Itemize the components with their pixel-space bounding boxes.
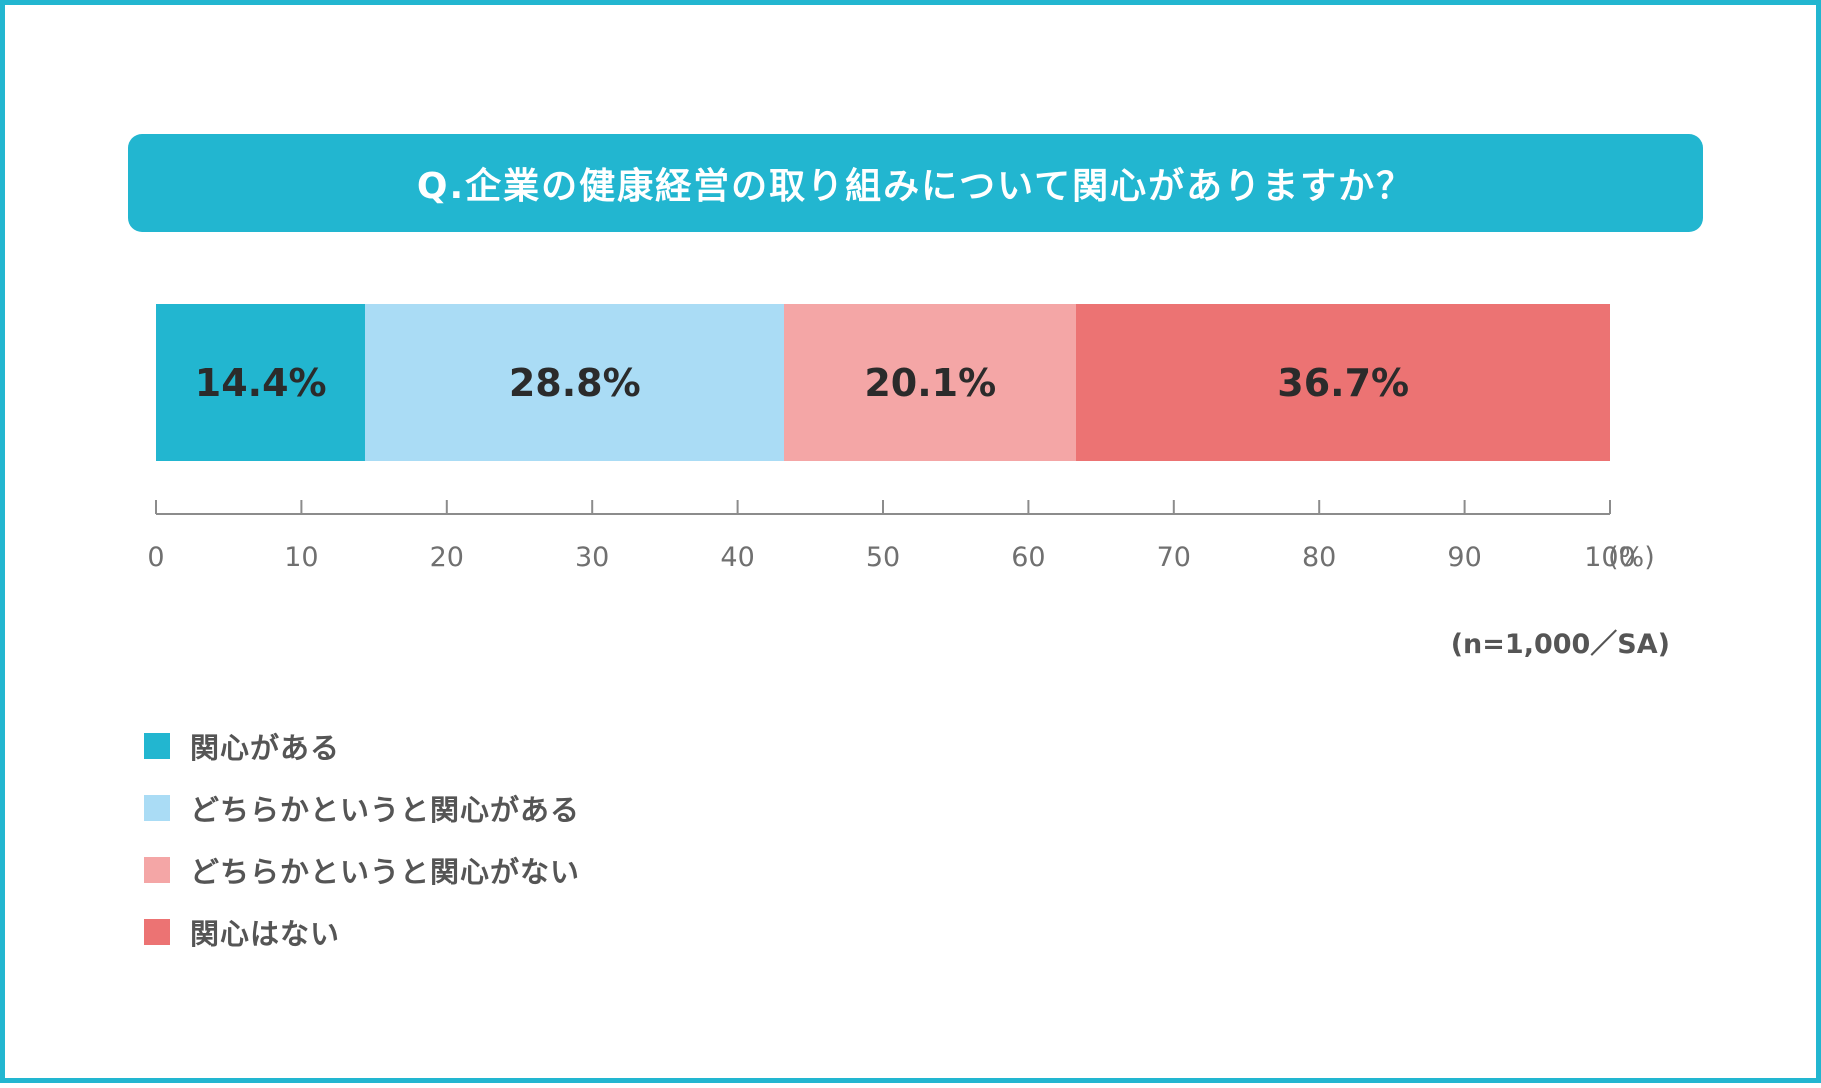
x-tick-label: 90 [1447, 542, 1482, 573]
data-label: 14.4% [194, 360, 327, 405]
legend: 関心があるどちらかというと関心がある どちらかというと関心がない 関心はない [144, 715, 580, 963]
bar-segment-4: 36.7% [1076, 304, 1610, 461]
sample-size-note: (n=1,000／SA) [1450, 629, 1670, 660]
title-banner: Q.企業の健康経営の取り組みについて関心がありますか？ [128, 134, 1703, 232]
axis-unit-label: (%) [1608, 542, 1655, 573]
legend-item: 関心がある [144, 715, 580, 777]
legend-label: どちらかというと関心がない [190, 855, 581, 889]
legend-label: 関心はない [190, 917, 341, 951]
x-tick-label: 10 [284, 542, 319, 573]
data-label: 20.1% [864, 360, 997, 405]
bar-segment-2: 28.8% [365, 304, 785, 461]
legend-swatch [144, 857, 170, 883]
legend-swatch [144, 795, 170, 821]
x-tick-label: 30 [575, 542, 610, 573]
x-tick-label: 20 [429, 542, 464, 573]
x-tick-label: 40 [720, 542, 755, 573]
x-axis [155, 500, 1611, 515]
legend-swatch [144, 733, 170, 759]
data-label: 36.7% [1277, 360, 1410, 405]
x-tick-label: 70 [1156, 542, 1191, 573]
bar-segment-1: 14.4% [156, 304, 366, 461]
bar-segment-3: 20.1% [784, 304, 1077, 461]
x-tick-label: 60 [1011, 542, 1046, 573]
x-tick-label: 80 [1302, 542, 1337, 573]
chart-title: Q.企業の健康経営の取り組みについて関心がありますか？ [416, 166, 1415, 207]
legend-item: どちらかというと関心がない [144, 839, 580, 901]
stacked-bar: 14.4% 28.8% 20.1% 36.7% [156, 304, 1610, 461]
x-tick-label: 100 [1584, 542, 1636, 573]
legend-swatch [144, 919, 170, 945]
data-label: 28.8% [508, 360, 641, 405]
x-tick-label: 50 [865, 542, 901, 573]
legend-label: 関心がある [190, 731, 341, 765]
x-tick-label: 0 [147, 542, 165, 573]
legend-item: どちらかというと関心がある [144, 777, 580, 839]
legend-label: どちらかというと関心がある [190, 793, 581, 827]
legend-item: 関心はない [144, 901, 580, 963]
